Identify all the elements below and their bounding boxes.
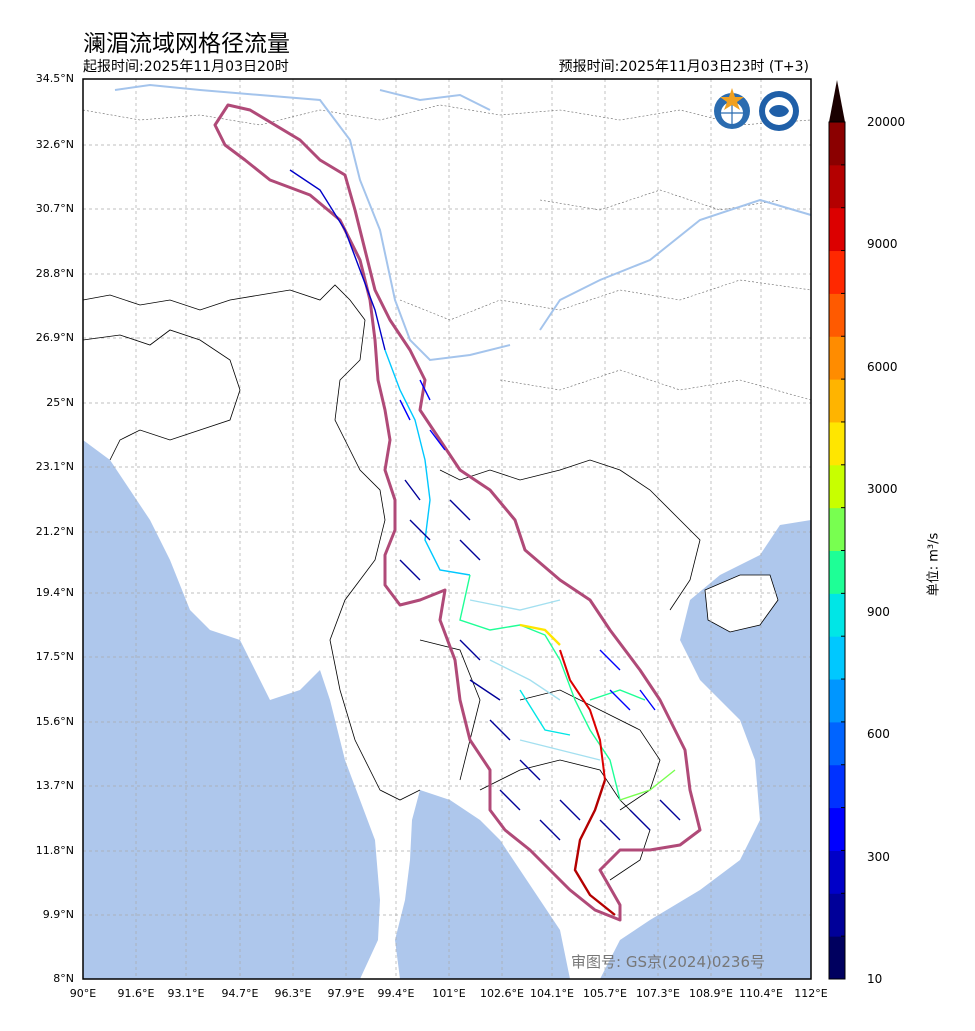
colorbar-label: 9000 [867,237,898,251]
colorbar-segment [829,850,845,894]
colorbar-segment [829,593,845,637]
lat-tick-label: 32.6°N [35,138,74,151]
lat-tick-label: 21.2°N [35,525,74,538]
ocean-east [600,520,811,979]
lon-tick-label: 112°E [794,987,828,1000]
colorbar [828,80,846,980]
lat-tick-label: 26.9°N [35,331,74,344]
lon-tick-label: 107.3°E [636,987,680,1000]
colorbar-label: 3000 [867,482,898,496]
colorbar-segment [829,550,845,594]
lat-tick-label: 25°N [46,396,74,409]
issue-time: 起报时间:2025年11月03日20时 [83,59,289,75]
colorbar-label: 300 [867,850,890,864]
colorbar-segment [829,250,845,294]
lat-tick-label: 9.9°N [42,908,74,921]
lon-tick-label: 97.9°E [327,987,365,1000]
colorbar-segment [829,464,845,509]
lat-tick-label: 30.7°N [35,202,74,215]
colorbar-label: 600 [867,727,890,741]
lon-tick-label: 96.3°E [274,987,312,1000]
lon-tick-label: 110.4°E [739,987,783,1000]
colorbar-segment [829,122,845,166]
ocean-gulf [395,790,570,979]
colorbar-segment [829,164,845,209]
lat-tick-label: 8°N [53,972,74,985]
lat-tick-label: 34.5°N [35,72,74,85]
colorbar-segment [829,421,845,466]
lat-tick-label: 17.5°N [35,650,74,663]
colorbar-segment [829,807,845,851]
colorbar-frame [828,121,846,980]
colorbar-label: 900 [867,605,890,619]
cma-logo [759,91,799,131]
unit-label: 单位: m³/s [926,532,942,597]
lon-tick-label: 104.1°E [530,987,574,1000]
lat-tick-label: 19.4°N [35,586,74,599]
colorbar-segment [829,507,845,551]
lat-tick-label: 23.1°N [35,460,74,473]
lat-tick-label: 13.7°N [35,779,74,792]
ocean-west [83,440,380,979]
grid-lines [83,79,811,979]
map-title: 澜湄流域网格径流量 [83,31,290,57]
colorbar-label: 10 [867,972,883,986]
colorbar-segment [829,207,845,252]
colorbar-segment [829,336,845,380]
lon-tick-label: 101°E [432,987,466,1000]
colorbar-label: 20000 [867,115,906,129]
major-rivers [114,83,812,362]
colorbar-segment [829,636,845,680]
colorbar-segment [829,721,845,766]
lon-tick-label: 105.7°E [583,987,627,1000]
lon-tick-label: 102.6°E [480,987,524,1000]
lon-tick-label: 94.7°E [221,987,259,1000]
valid-time: 预报时间:2025年11月03日23时 (T+3) [558,59,809,75]
mekong-basin-outline [213,103,702,922]
lon-tick-label: 99.4°E [377,987,415,1000]
province-borders [82,104,812,401]
wmo-logo [714,88,750,129]
lon-tick-label: 93.1°E [167,987,205,1000]
colorbar-segment [829,679,845,723]
colorbar-segment [829,293,845,337]
lat-tick-label: 11.8°N [35,844,74,857]
colorbar-label: 6000 [867,360,898,374]
lon-tick-label: 108.9°E [689,987,733,1000]
country-borders [82,284,701,881]
colorbar-segment [829,936,845,980]
colorbar-segment [829,764,845,809]
lat-tick-label: 28.8°N [35,267,74,280]
lon-tick-label: 90°E [69,987,97,1000]
basin-tributaries [289,169,681,916]
colorbar-segment [829,893,845,937]
map-area [82,78,812,980]
approval-number: 审图号: GS京(2024)0236号 [571,953,766,971]
colorbar-extend-arrow [829,80,845,122]
lon-tick-label: 91.6°E [117,987,155,1000]
hainan-island [704,574,779,633]
lat-tick-label: 15.6°N [35,715,74,728]
colorbar-segment [829,379,845,423]
